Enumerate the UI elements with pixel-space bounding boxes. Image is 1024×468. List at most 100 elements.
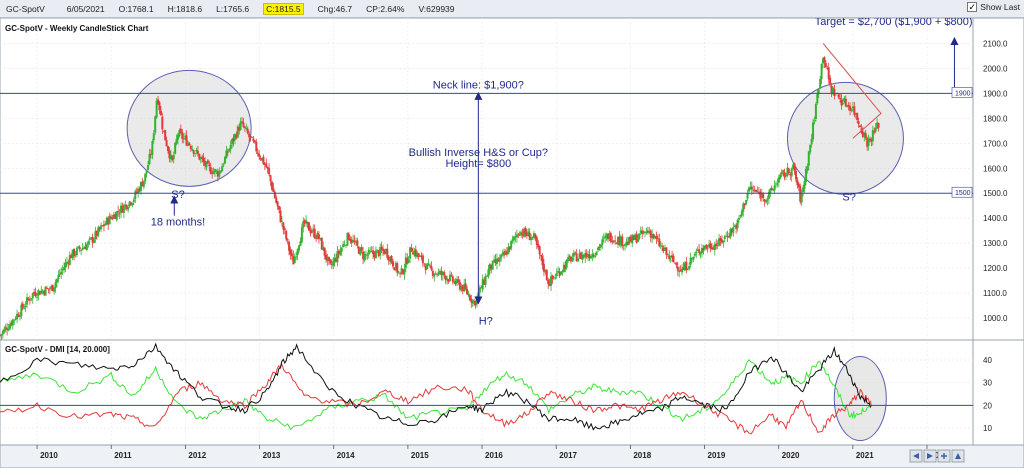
- candle-body: [668, 255, 671, 259]
- candle-body: [498, 257, 501, 262]
- candle-body: [406, 257, 409, 264]
- candle-body: [322, 246, 325, 251]
- candle-body: [364, 254, 367, 256]
- candle-body: [863, 132, 866, 137]
- show-last-checkbox[interactable]: ✓: [967, 2, 978, 12]
- candle-body: [11, 319, 14, 326]
- candle-body: [373, 252, 376, 258]
- candle-body: [810, 138, 813, 145]
- left-shoulder-duration-label: 18 months!: [151, 217, 205, 229]
- candle-body: [505, 251, 508, 255]
- candle-body: [212, 171, 215, 174]
- candle-body: [421, 255, 424, 264]
- candle-body: [313, 228, 316, 238]
- candle-body: [171, 155, 174, 161]
- candle-body: [793, 163, 796, 172]
- candle-body: [595, 251, 598, 256]
- candle-body: [175, 138, 178, 144]
- candle-body: [359, 247, 362, 255]
- candle-body: [831, 87, 834, 94]
- price-tick-label: 1200.0: [983, 264, 1008, 273]
- candle-body: [746, 192, 749, 199]
- candle-body: [530, 238, 533, 241]
- candle-body: [13, 319, 16, 321]
- symbol-label: GC-SpotV: [6, 3, 45, 14]
- candle-body: [521, 232, 524, 236]
- candle-body: [389, 257, 392, 262]
- show-last-label: Show Last: [980, 2, 1020, 12]
- candle-body: [851, 106, 854, 109]
- candle-body: [48, 288, 51, 290]
- candle-body: [320, 237, 323, 250]
- candle-body: [589, 256, 592, 259]
- candle-body: [597, 247, 600, 251]
- candle-body: [578, 253, 581, 258]
- candle-body: [31, 293, 34, 299]
- candle-body: [262, 156, 265, 165]
- chart-area: 1000.0 1100.0 1200.0 1300.0 1400.0 1500.0 1600…: [0, 18, 1024, 468]
- candle-body: [27, 298, 30, 300]
- candle-body: [834, 94, 837, 96]
- candle-body: [561, 270, 564, 272]
- candle-body: [215, 170, 218, 172]
- candle-body: [658, 238, 661, 247]
- candle-body: [115, 211, 118, 221]
- candle-body: [665, 247, 668, 255]
- candle-body: [36, 296, 39, 298]
- candle-body: [698, 249, 701, 253]
- candle-body: [599, 244, 602, 248]
- candle-body: [649, 230, 652, 238]
- show-last-toggle[interactable]: ✓ Show Last: [967, 2, 1020, 12]
- candle-body: [88, 238, 91, 240]
- candle-body: [611, 240, 614, 243]
- candle-body: [400, 268, 403, 274]
- candle-body: [790, 168, 793, 177]
- candle-body: [383, 250, 386, 255]
- dmi-line-di: [0, 359, 872, 431]
- candle-body: [725, 235, 728, 237]
- candle-body: [581, 255, 584, 260]
- candle-body: [769, 188, 772, 194]
- candle-body: [517, 233, 520, 235]
- candle-body: [315, 237, 318, 239]
- candle-body: [645, 231, 648, 233]
- dmi-tick-label: 10: [983, 424, 992, 433]
- candle-body: [369, 251, 372, 252]
- candle-body: [84, 246, 87, 250]
- candle-body: [349, 238, 352, 242]
- candle-body: [298, 245, 301, 251]
- candle-body: [577, 258, 580, 262]
- candle-body: [404, 257, 407, 269]
- candle-body: [437, 271, 440, 275]
- candle-body: [202, 158, 205, 163]
- candle-body: [336, 251, 339, 263]
- close-value: C:1815.5: [263, 2, 304, 15]
- candle-body: [444, 275, 447, 281]
- candle-body: [693, 253, 696, 256]
- dmi-axis: [972, 339, 1024, 446]
- candle-body: [773, 185, 776, 191]
- candle-body: [844, 98, 847, 107]
- candle-body: [605, 234, 608, 238]
- candle-body: [342, 244, 345, 248]
- candle-body: [467, 294, 470, 296]
- candle-body: [255, 141, 258, 152]
- candle-body: [651, 234, 654, 239]
- neckline-annotation: Neck line: $1,900?: [433, 79, 524, 91]
- candle-body: [713, 244, 716, 250]
- candle-body: [122, 205, 125, 213]
- year-tick-label: 2019: [708, 451, 726, 460]
- year-tick-label: 2012: [188, 451, 206, 460]
- candle-body: [453, 281, 456, 283]
- candle-body: [332, 261, 335, 266]
- price-tick-label: 1300.0: [983, 239, 1008, 248]
- reset-icon: [955, 453, 961, 459]
- candle-body: [272, 188, 275, 192]
- scroll-controls[interactable]: [909, 449, 965, 463]
- candle-body: [399, 272, 402, 274]
- candle-body: [622, 245, 625, 247]
- candle-body: [105, 217, 108, 225]
- candle-body: [299, 241, 302, 247]
- candle-body: [766, 199, 769, 201]
- candle-body: [204, 160, 207, 166]
